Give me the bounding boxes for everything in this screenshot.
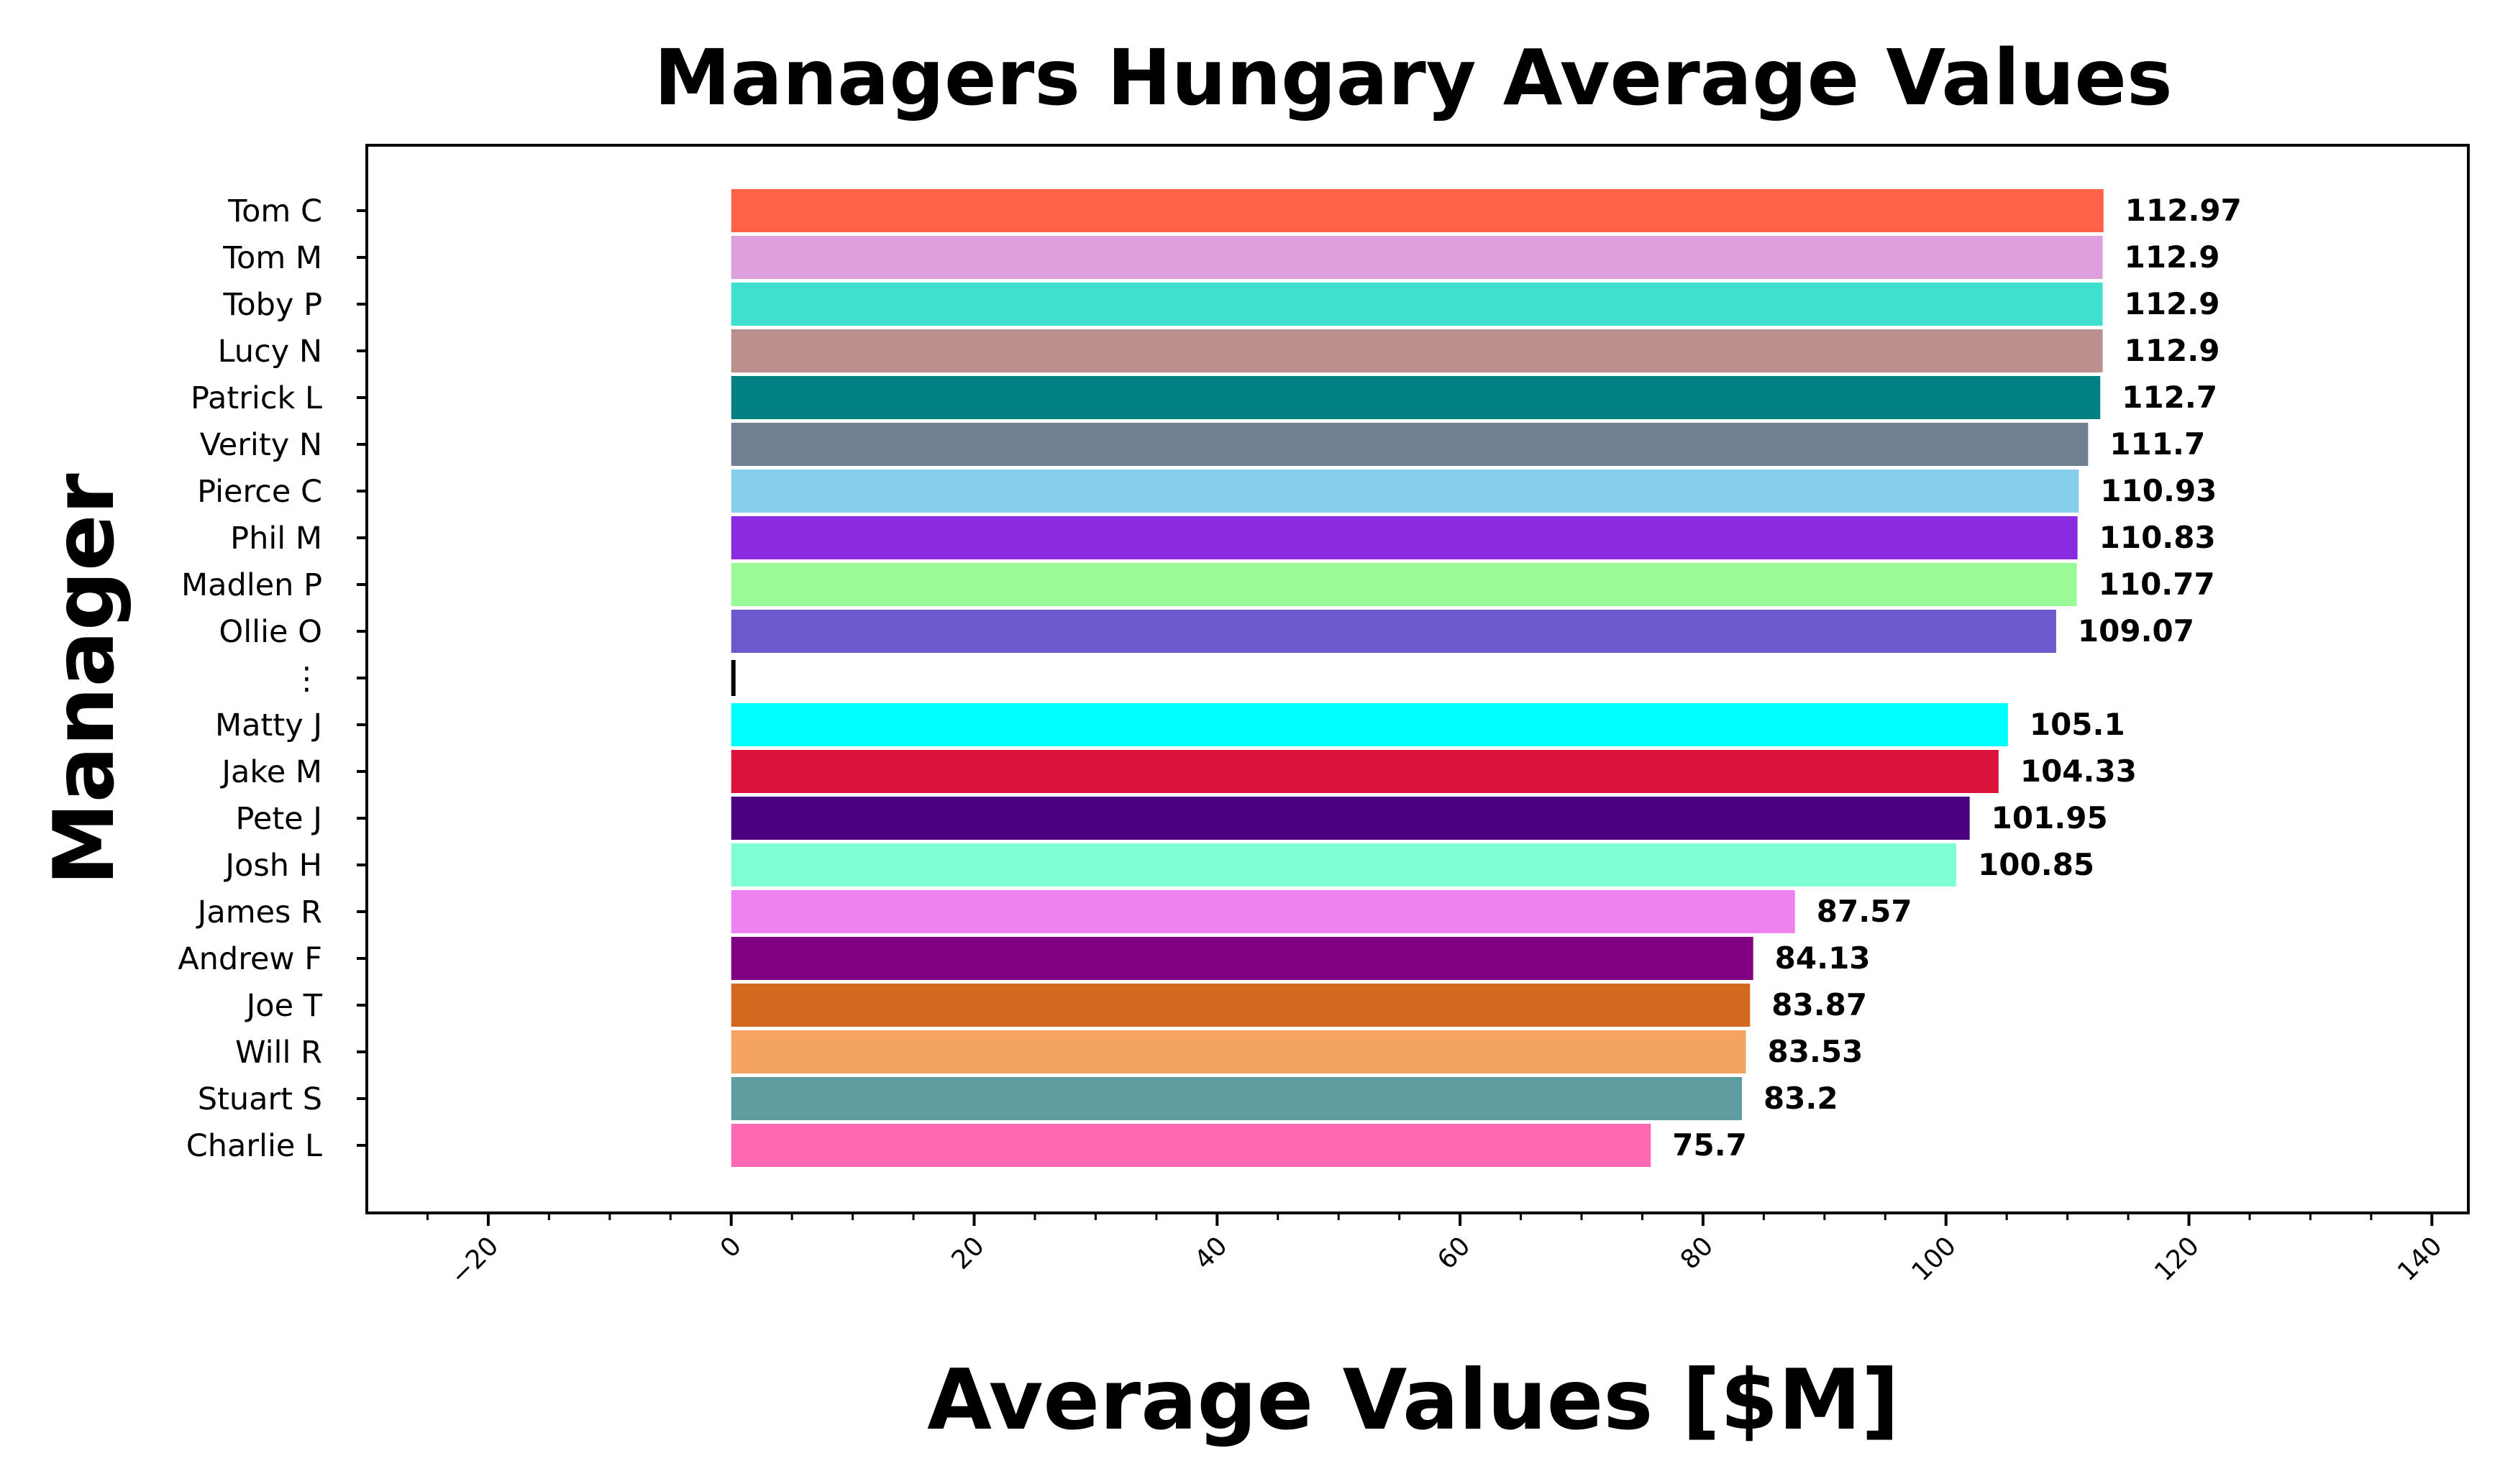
bar-value-label: 75.7: [1672, 1127, 1747, 1163]
bar-value-label: 112.97: [2125, 193, 2242, 228]
bar-charlie-l: [731, 1124, 1651, 1167]
bar-verity-n: [731, 423, 2089, 466]
y-tick-label: Pierce C: [197, 474, 322, 510]
bar-stuart-s: [731, 1077, 1742, 1120]
bar-ellipsis: [731, 660, 736, 696]
y-tick-label: Stuart S: [198, 1081, 322, 1117]
y-tick-label: Tom M: [222, 240, 322, 276]
y-tick-label: Joe T: [245, 988, 323, 1024]
bar-value-label: 111.7: [2109, 426, 2205, 462]
bar-josh-h: [731, 843, 1957, 887]
plot-frame: [365, 144, 2470, 1214]
y-tick-label: James R: [196, 894, 322, 930]
bar-patrick-l: [731, 376, 2101, 419]
x-tick-label: 100: [1907, 1231, 1963, 1287]
x-axis: −20 0 20 40 60 80 100 120 140: [426, 1213, 2448, 1291]
bar-jake-m: [731, 750, 1999, 793]
x-tick-label: 20: [946, 1231, 990, 1275]
x-tick-label: 140: [2392, 1231, 2448, 1287]
x-tick-label: 80: [1675, 1231, 1719, 1275]
bar-value-label: 112.9: [2125, 286, 2220, 321]
bar-pierce-c: [731, 470, 2079, 513]
value-labels-group: 112.97 112.9 112.9 112.9 112.7 111.7 110.93 110…: [1672, 193, 2242, 1163]
y-tick-label: Andrew F: [178, 941, 322, 977]
bar-phil-m: [731, 516, 2078, 559]
bar-value-label: 100.85: [1978, 847, 2094, 882]
bar-pete-j: [731, 797, 1970, 840]
x-tick-label: 40: [1189, 1231, 1233, 1275]
bar-toby-p: [731, 283, 2103, 326]
bar-value-label: 112.7: [2122, 380, 2217, 415]
x-tick-label: 120: [2149, 1231, 2205, 1287]
bar-value-label: 83.2: [1763, 1081, 1838, 1116]
bar-value-label: 112.9: [2125, 333, 2220, 368]
bar-value-label: 104.33: [2020, 754, 2137, 789]
bar-andrew-f: [731, 937, 1753, 980]
bar-james-r: [731, 890, 1795, 933]
bar-value-label: 110.93: [2100, 473, 2217, 508]
y-tick-label: ⋮: [291, 661, 322, 697]
y-tick-label: Ollie O: [219, 614, 322, 650]
y-tick-label: Madlen P: [181, 567, 322, 603]
bar-joe-t: [731, 984, 1751, 1027]
bar-madlen-p: [731, 563, 2077, 606]
bar-matty-j: [731, 703, 2008, 746]
bars-group: [731, 189, 2104, 1167]
x-tick-label: −20: [445, 1231, 505, 1291]
bar-value-label: 84.13: [1775, 940, 1871, 976]
bar-value-label: 87.57: [1817, 894, 1912, 929]
bar-value-label: 109.07: [2078, 613, 2194, 649]
y-tick-label: Matty J: [215, 707, 322, 743]
y-axis: Tom C Tom M Toby P Lucy N Patrick L Verity N P…: [178, 193, 367, 1164]
x-tick-label: 0: [715, 1231, 747, 1263]
bar-value-label: 110.77: [2099, 567, 2215, 602]
y-tick-label: Toby P: [222, 287, 322, 323]
y-tick-label: Patrick L: [191, 380, 322, 416]
bar-will-r: [731, 1030, 1746, 1073]
x-axis-label: Average Values [$M]: [927, 1352, 1899, 1449]
y-tick-label: Tom C: [227, 193, 322, 229]
y-tick-label: Josh H: [223, 848, 322, 884]
y-tick-label: Verity N: [200, 427, 322, 463]
bar-value-label: 101.95: [1991, 800, 2108, 835]
bar-tom-m: [731, 236, 2103, 279]
y-axis-label: Manager: [36, 473, 133, 886]
y-tick-label: Will R: [235, 1035, 322, 1071]
bar-value-label: 83.87: [1771, 987, 1867, 1022]
bar-value-label: 110.83: [2099, 520, 2216, 555]
y-tick-label: Lucy N: [218, 334, 322, 370]
chart-title: Managers Hungary Average Values: [654, 34, 2172, 123]
bar-lucy-n: [731, 329, 2103, 372]
x-tick-label: 60: [1432, 1231, 1476, 1275]
bar-tom-c: [731, 189, 2104, 232]
y-tick-label: Pete J: [235, 801, 322, 837]
y-tick-label: Charlie L: [186, 1128, 322, 1164]
bar-value-label: 83.53: [1768, 1034, 1863, 1069]
bar-ollie-o: [731, 610, 2056, 653]
y-tick-label: Phil M: [230, 521, 322, 556]
y-tick-label: Jake M: [219, 754, 322, 790]
bar-value-label: 105.1: [2030, 707, 2125, 742]
bar-value-label: 112.9: [2125, 239, 2220, 275]
